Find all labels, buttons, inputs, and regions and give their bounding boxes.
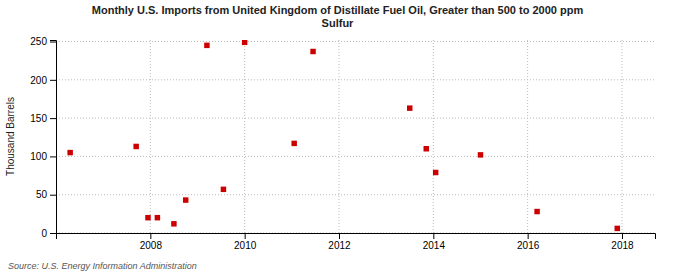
- y-axis-tick-mark: [50, 42, 56, 43]
- grid-line-x: [150, 40, 151, 233]
- x-axis-tick-label: 2018: [611, 240, 634, 251]
- x-axis-tick-mark: [433, 233, 434, 239]
- grid-line-x: [433, 40, 434, 233]
- point: [433, 170, 438, 175]
- x-axis-tick-label: 2016: [517, 240, 540, 251]
- point: [145, 215, 150, 220]
- grid: [56, 40, 655, 233]
- x-axis-tick-label: 2012: [328, 240, 351, 251]
- y-axis-tick-mark: [50, 118, 56, 119]
- y-axis-tick: 100: [30, 151, 56, 162]
- grid-line-y: [56, 41, 655, 42]
- plot-area: 2008 2010 2012 2014 2016 2018 0 50 100 150 200 250: [30, 36, 655, 251]
- x-axis-tick: 2014: [423, 233, 446, 251]
- title-line: Monthly U.S. Imports from United Kingdom…: [92, 4, 584, 16]
- point: [221, 187, 226, 192]
- x-axis-tick: 2012: [328, 233, 351, 251]
- source: Source: U.S. Energy Information Administ…: [8, 261, 197, 271]
- x-axis-tick: 2008: [140, 233, 163, 251]
- grid-line-y: [56, 79, 655, 80]
- chart-svg: 2008 2010 2012 2014 2016 2018 0 50 100 150 200 250 M…: [0, 0, 675, 275]
- point: [478, 152, 483, 157]
- y-axis-tick-label: 150: [30, 113, 47, 124]
- x-axis-tick-label: 2008: [140, 240, 163, 251]
- grid-line-y: [56, 156, 655, 157]
- x-axis-tick: 2016: [517, 233, 540, 251]
- point: [291, 141, 296, 146]
- point: [615, 226, 620, 231]
- grid-line-x: [527, 40, 528, 233]
- x-axis-tick-mark: [528, 233, 529, 239]
- grid-line-y: [56, 118, 655, 119]
- y-axis-tick-label: 200: [30, 75, 47, 86]
- y-axis-tick: 250: [30, 36, 56, 47]
- y-axis-tick: 200: [30, 75, 56, 86]
- grid-line-y: [56, 194, 655, 195]
- y-axis-tick: 150: [30, 113, 56, 124]
- y-axis-title: Thousand Barrels: [5, 97, 16, 176]
- x-axis-tick-label: 2010: [234, 240, 257, 251]
- grid-line-x: [621, 40, 622, 233]
- y-axis-tick: 50: [36, 189, 56, 200]
- title-line: Sulfur: [322, 17, 354, 29]
- points: [67, 40, 620, 231]
- y-axis-tick-mark: [50, 80, 56, 81]
- title: Monthly U.S. Imports from United Kingdom…: [92, 4, 584, 29]
- point: [534, 209, 539, 214]
- x-axis-tick-mark: [150, 233, 151, 239]
- grid-line-x: [244, 40, 245, 233]
- y-axis-tick-label: 0: [41, 228, 47, 239]
- x-axis-tick-mark: [339, 233, 340, 239]
- y-axis-tick: 0: [41, 228, 56, 239]
- y-axis-tick-label: 50: [36, 189, 48, 200]
- x-axis-tick-mark: [622, 233, 623, 239]
- point: [133, 144, 138, 149]
- x-axis-tick: 2018: [611, 233, 634, 251]
- y-axis-tick-label: 100: [30, 151, 47, 162]
- point: [67, 150, 72, 155]
- x-axis: 2008 2010 2012 2014 2016 2018: [57, 233, 656, 251]
- x-axis-line: [57, 234, 656, 240]
- point: [242, 40, 247, 45]
- point: [155, 215, 160, 220]
- x-axis-tick: 2010: [234, 233, 257, 251]
- point: [424, 146, 429, 151]
- y-axis-line: [50, 41, 57, 234]
- point: [310, 49, 315, 54]
- x-axis-tick-label: 2014: [423, 240, 446, 251]
- point: [407, 105, 412, 110]
- point: [183, 197, 188, 202]
- point: [204, 43, 209, 48]
- x-axis-tick-mark: [245, 233, 246, 239]
- y-axis-tick-mark: [50, 195, 56, 196]
- y-axis-tick-mark: [50, 233, 56, 234]
- y-axis-tick-label: 250: [30, 36, 47, 47]
- y-axis: 0 50 100 150 200 250: [30, 36, 56, 238]
- point: [171, 221, 176, 226]
- y-axis-tick-mark: [50, 156, 56, 157]
- grid-line-x: [338, 40, 339, 233]
